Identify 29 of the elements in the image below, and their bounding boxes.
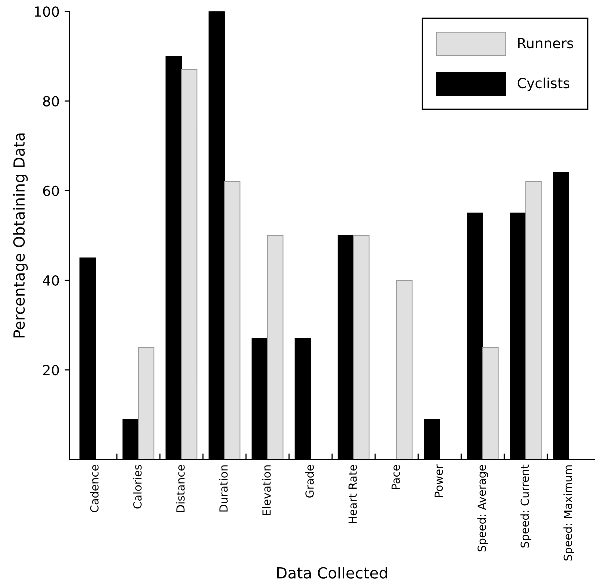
x-tick-label: Pace <box>392 465 400 490</box>
y-axis-title: Percentage Obtaining Data <box>13 134 28 338</box>
bar <box>224 182 241 460</box>
x-tick-label: Cadence <box>90 465 99 512</box>
x-tick-label: Distance <box>176 465 185 512</box>
legend-label: Cyclists <box>518 78 570 92</box>
bar <box>482 347 499 460</box>
x-tick-label: Elevation <box>262 466 271 516</box>
x-tick-label: Speed: Maximum <box>564 466 574 561</box>
y-tick-label: 60 <box>43 186 60 196</box>
y-tick-label: 80 <box>43 96 60 107</box>
y-tick-label: 20 <box>43 365 60 376</box>
bar <box>353 235 370 460</box>
x-axis-title: Data Collected <box>277 567 388 579</box>
bar <box>526 182 542 460</box>
bar <box>396 280 413 460</box>
x-tick-label: Power <box>434 464 444 498</box>
bar <box>181 69 198 460</box>
x-tick-label: Grade <box>305 465 314 498</box>
x-tick-label: Duration <box>219 466 228 512</box>
y-tick-label: 100 <box>35 6 60 18</box>
x-tick-label: Calories <box>133 465 142 509</box>
bar <box>267 235 284 460</box>
x-tick-label: Heart Rate <box>348 465 358 524</box>
y-tick-label: 40 <box>43 275 60 286</box>
legend-label: Runners <box>518 38 574 49</box>
x-tick-label: Speed: Average <box>478 465 488 552</box>
bar <box>138 347 155 460</box>
x-tick-label: Speed: Current <box>520 464 532 548</box>
